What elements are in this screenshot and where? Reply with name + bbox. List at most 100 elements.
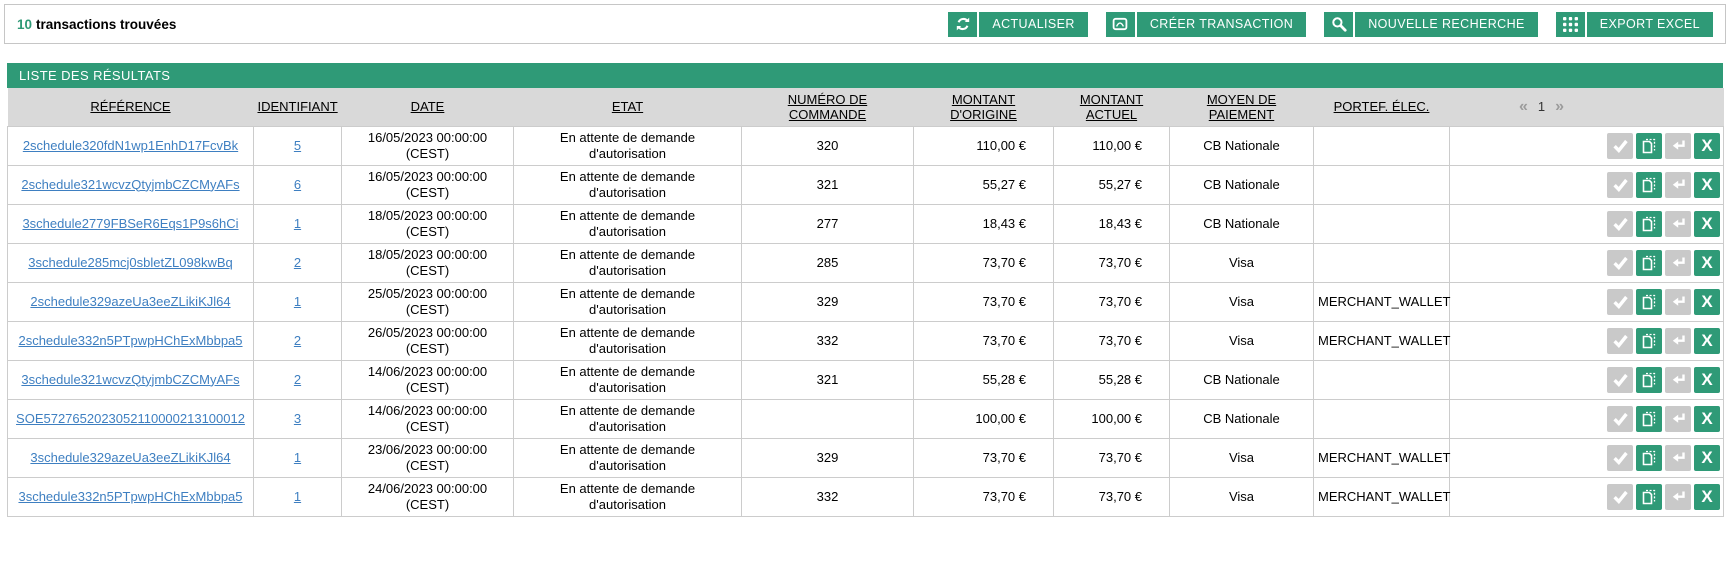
return-arrow-icon [1672,335,1685,345]
column-header-identifiant[interactable]: IDENTIFIANT [253,88,342,126]
reference-link[interactable]: 3schedule285mcj0sbletZL098kwBq [28,254,233,270]
numero-commande-value: 329 [741,437,914,478]
identifiant-link[interactable]: 2 [293,371,302,387]
duplicate-button[interactable] [1636,210,1662,237]
identifiant-link[interactable]: 3 [293,410,302,426]
excel-grid-icon [1555,11,1585,37]
duplicate-button[interactable] [1636,366,1662,393]
identifiant-link[interactable]: 2 [293,332,302,348]
date-value: 16/05/2023 00:00:00 (CEST) [367,168,488,200]
refresh-icon [948,11,978,37]
x-icon: X [1701,487,1713,506]
identifiant-link[interactable]: 1 [293,215,302,231]
duplicate-button[interactable] [1636,405,1662,432]
create-transaction-button[interactable]: CRÉER TRANSACTION [1105,11,1307,37]
refund-button[interactable] [1665,288,1691,315]
cancel-button[interactable]: X [1694,171,1720,198]
cancel-button[interactable]: X [1694,366,1720,393]
refund-button[interactable] [1665,171,1691,198]
reference-link[interactable]: 3schedule332n5PTpwpHChExMbbpa5 [18,488,243,504]
refund-button[interactable] [1665,483,1691,510]
cancel-button[interactable]: X [1694,483,1720,510]
refund-button[interactable] [1665,405,1691,432]
duplicate-button[interactable] [1636,483,1662,510]
x-icon: X [1701,175,1713,194]
return-arrow-icon [1672,452,1685,462]
refresh-button[interactable]: ACTUALISER [948,11,1088,37]
validate-button[interactable] [1607,483,1633,510]
identifiant-link[interactable]: 1 [293,293,302,309]
etat-value: En attente de demande d'autorisation [559,363,696,395]
cancel-button[interactable]: X [1694,210,1720,237]
moyen-paiement-value: CB Nationale [1169,203,1314,244]
reference-link[interactable]: 3schedule329azeUa3eeZLikiKJl64 [30,449,231,465]
identifiant-link[interactable]: 5 [293,137,302,153]
refund-button[interactable] [1665,132,1691,159]
etat-value: En attente de demande d'autorisation [559,402,696,434]
validate-button[interactable] [1607,210,1633,237]
cancel-button[interactable]: X [1694,327,1720,354]
export-excel-button[interactable]: EXPORT EXCEL [1555,11,1713,37]
reference-link[interactable]: 2schedule320fdN1wp1EnhD17FcvBk [22,137,239,153]
x-icon: X [1701,370,1713,389]
duplicate-button[interactable] [1636,132,1662,159]
validate-button[interactable] [1607,249,1633,276]
cancel-button[interactable]: X [1694,444,1720,471]
numero-commande-value: 332 [741,320,914,361]
portefeuille-value [1313,203,1450,244]
etat-value: En attente de demande d'autorisation [559,129,696,161]
check-icon [1612,178,1628,192]
column-header-date[interactable]: DATE [341,88,514,126]
cancel-button[interactable]: X [1694,249,1720,276]
identifiant-link[interactable]: 1 [293,449,302,465]
pagination-next-button[interactable]: » [1555,97,1565,115]
validate-button[interactable] [1607,171,1633,198]
validate-button[interactable] [1607,444,1633,471]
return-arrow-icon [1672,257,1685,267]
refund-button[interactable] [1665,366,1691,393]
column-header-montant-origine[interactable]: MONTANT D'ORIGINE [913,88,1054,126]
return-arrow-icon [1672,218,1685,228]
validate-button[interactable] [1607,327,1633,354]
table-row: 2schedule329azeUa3eeZLikiKJl64 1 25/05/2… [7,281,1724,322]
validate-button[interactable] [1607,132,1633,159]
column-header-portefeuille[interactable]: PORTEF. ÉLEC. [1313,88,1450,126]
column-header-etat[interactable]: ETAT [513,88,742,126]
identifiant-link[interactable]: 2 [293,254,302,270]
moyen-paiement-value: Visa [1169,320,1314,361]
column-header-numero-commande[interactable]: NUMÉRO DE COMMANDE [741,88,914,126]
cancel-button[interactable]: X [1694,405,1720,432]
refund-button[interactable] [1665,444,1691,471]
validate-button[interactable] [1607,288,1633,315]
refund-button[interactable] [1665,249,1691,276]
column-header-reference[interactable]: RÉFÉRENCE [7,88,254,126]
check-icon [1612,139,1628,153]
montant-actuel-value: 100,00 € [1053,398,1170,439]
refund-button[interactable] [1665,327,1691,354]
validate-button[interactable] [1607,366,1633,393]
duplicate-button[interactable] [1636,249,1662,276]
reference-link[interactable]: 2schedule332n5PTpwpHChExMbbpa5 [18,332,243,348]
reference-link[interactable]: SOE5727652023052110000213100012 [16,410,245,426]
duplicate-button[interactable] [1636,288,1662,315]
duplicate-button[interactable] [1636,327,1662,354]
identifiant-link[interactable]: 1 [293,488,302,504]
reference-link[interactable]: 3schedule321wcvzQtyjmbCZCMyAFs [21,371,240,387]
date-value: 14/06/2023 00:00:00 (CEST) [367,363,488,395]
reference-link[interactable]: 2schedule329azeUa3eeZLikiKJl64 [30,293,231,309]
duplicate-button[interactable] [1636,171,1662,198]
cancel-button[interactable]: X [1694,132,1720,159]
cancel-button[interactable]: X [1694,288,1720,315]
reference-link[interactable]: 2schedule321wcvzQtyjmbCZCMyAFs [21,176,240,192]
reference-link[interactable]: 3schedule2779FBSeR6Eqs1P9s6hCi [22,215,239,231]
pagination-prev-button[interactable]: « [1518,97,1528,115]
duplicate-button[interactable] [1636,444,1662,471]
refund-button[interactable] [1665,210,1691,237]
numero-commande-value: 321 [741,164,914,205]
portefeuille-value: MERCHANT_WALLET [1313,476,1450,517]
column-header-montant-actuel[interactable]: MONTANT ACTUEL [1053,88,1170,126]
validate-button[interactable] [1607,405,1633,432]
identifiant-link[interactable]: 6 [293,176,302,192]
new-search-button[interactable]: NOUVELLE RECHERCHE [1324,11,1538,37]
column-header-moyen-paiement[interactable]: MOYEN DE PAIEMENT [1169,88,1314,126]
